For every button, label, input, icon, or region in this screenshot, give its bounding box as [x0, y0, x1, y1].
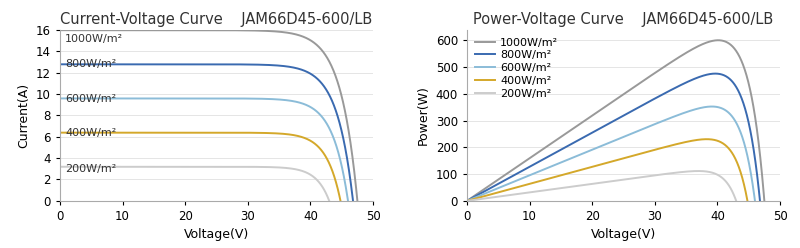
400W/m²: [579, 167, 589, 170]
1000W/m²: [580, 119, 590, 122]
Title: Power-Voltage Curve    JAM66D45-600/LB: Power-Voltage Curve JAM66D45-600/LB: [474, 12, 774, 27]
400W/m²: [611, 159, 621, 162]
200W/m²: [462, 199, 472, 202]
Line: 200W/m²: 200W/m²: [467, 171, 736, 201]
200W/m²: [570, 185, 579, 188]
Text: 400W/m²: 400W/m²: [65, 128, 116, 138]
800W/m²: [755, 199, 765, 202]
600W/m²: [595, 145, 605, 148]
600W/m²: [649, 123, 658, 126]
200W/m²: [651, 174, 661, 177]
800W/m²: [710, 72, 720, 75]
Title: Current-Voltage Curve    JAM66D45-600/LB: Current-Voltage Curve JAM66D45-600/LB: [60, 12, 373, 27]
600W/m²: [462, 199, 472, 202]
800W/m²: [753, 176, 762, 179]
400W/m²: [462, 199, 472, 202]
600W/m²: [668, 116, 678, 119]
600W/m²: [750, 199, 760, 202]
1000W/m²: [462, 199, 472, 202]
X-axis label: Voltage(V): Voltage(V): [184, 228, 249, 242]
1000W/m²: [679, 53, 689, 56]
600W/m²: [707, 105, 717, 108]
600W/m²: [612, 138, 622, 141]
800W/m²: [558, 147, 567, 150]
200W/m²: [560, 186, 570, 189]
800W/m²: [615, 116, 625, 119]
1000W/m²: [759, 199, 769, 202]
Text: 600W/m²: 600W/m²: [65, 94, 116, 104]
1000W/m²: [477, 190, 486, 193]
400W/m²: [589, 165, 598, 168]
400W/m²: [580, 167, 590, 170]
600W/m²: [722, 109, 731, 112]
800W/m²: [462, 199, 472, 202]
X-axis label: Voltage(V): Voltage(V): [591, 228, 656, 242]
Legend: 1000W/m², 800W/m², 600W/m², 400W/m², 200W/m²: 1000W/m², 800W/m², 600W/m², 400W/m², 200…: [473, 35, 561, 101]
200W/m²: [731, 199, 741, 202]
200W/m²: [662, 172, 671, 175]
Line: 800W/m²: 800W/m²: [467, 74, 760, 201]
200W/m²: [694, 170, 703, 173]
400W/m²: [698, 138, 708, 141]
Y-axis label: Power(W): Power(W): [417, 85, 430, 145]
400W/m²: [702, 138, 711, 141]
Text: 1000W/m²: 1000W/m²: [65, 34, 123, 44]
Text: 800W/m²: 800W/m²: [65, 59, 116, 69]
400W/m²: [742, 199, 752, 202]
Line: 600W/m²: 600W/m²: [467, 107, 755, 201]
1000W/m²: [529, 154, 538, 157]
Text: 200W/m²: 200W/m²: [65, 164, 116, 174]
Line: 400W/m²: 400W/m²: [467, 139, 747, 201]
1000W/m²: [531, 152, 541, 155]
800W/m²: [554, 149, 564, 152]
200W/m²: [612, 179, 622, 182]
200W/m²: [716, 175, 726, 178]
1000W/m²: [714, 39, 723, 42]
800W/m²: [713, 72, 722, 75]
600W/m²: [478, 193, 487, 196]
1000W/m²: [505, 171, 514, 174]
400W/m²: [610, 159, 620, 162]
Line: 1000W/m²: 1000W/m²: [467, 40, 764, 201]
800W/m²: [550, 152, 559, 155]
Y-axis label: Current(A): Current(A): [18, 83, 30, 148]
